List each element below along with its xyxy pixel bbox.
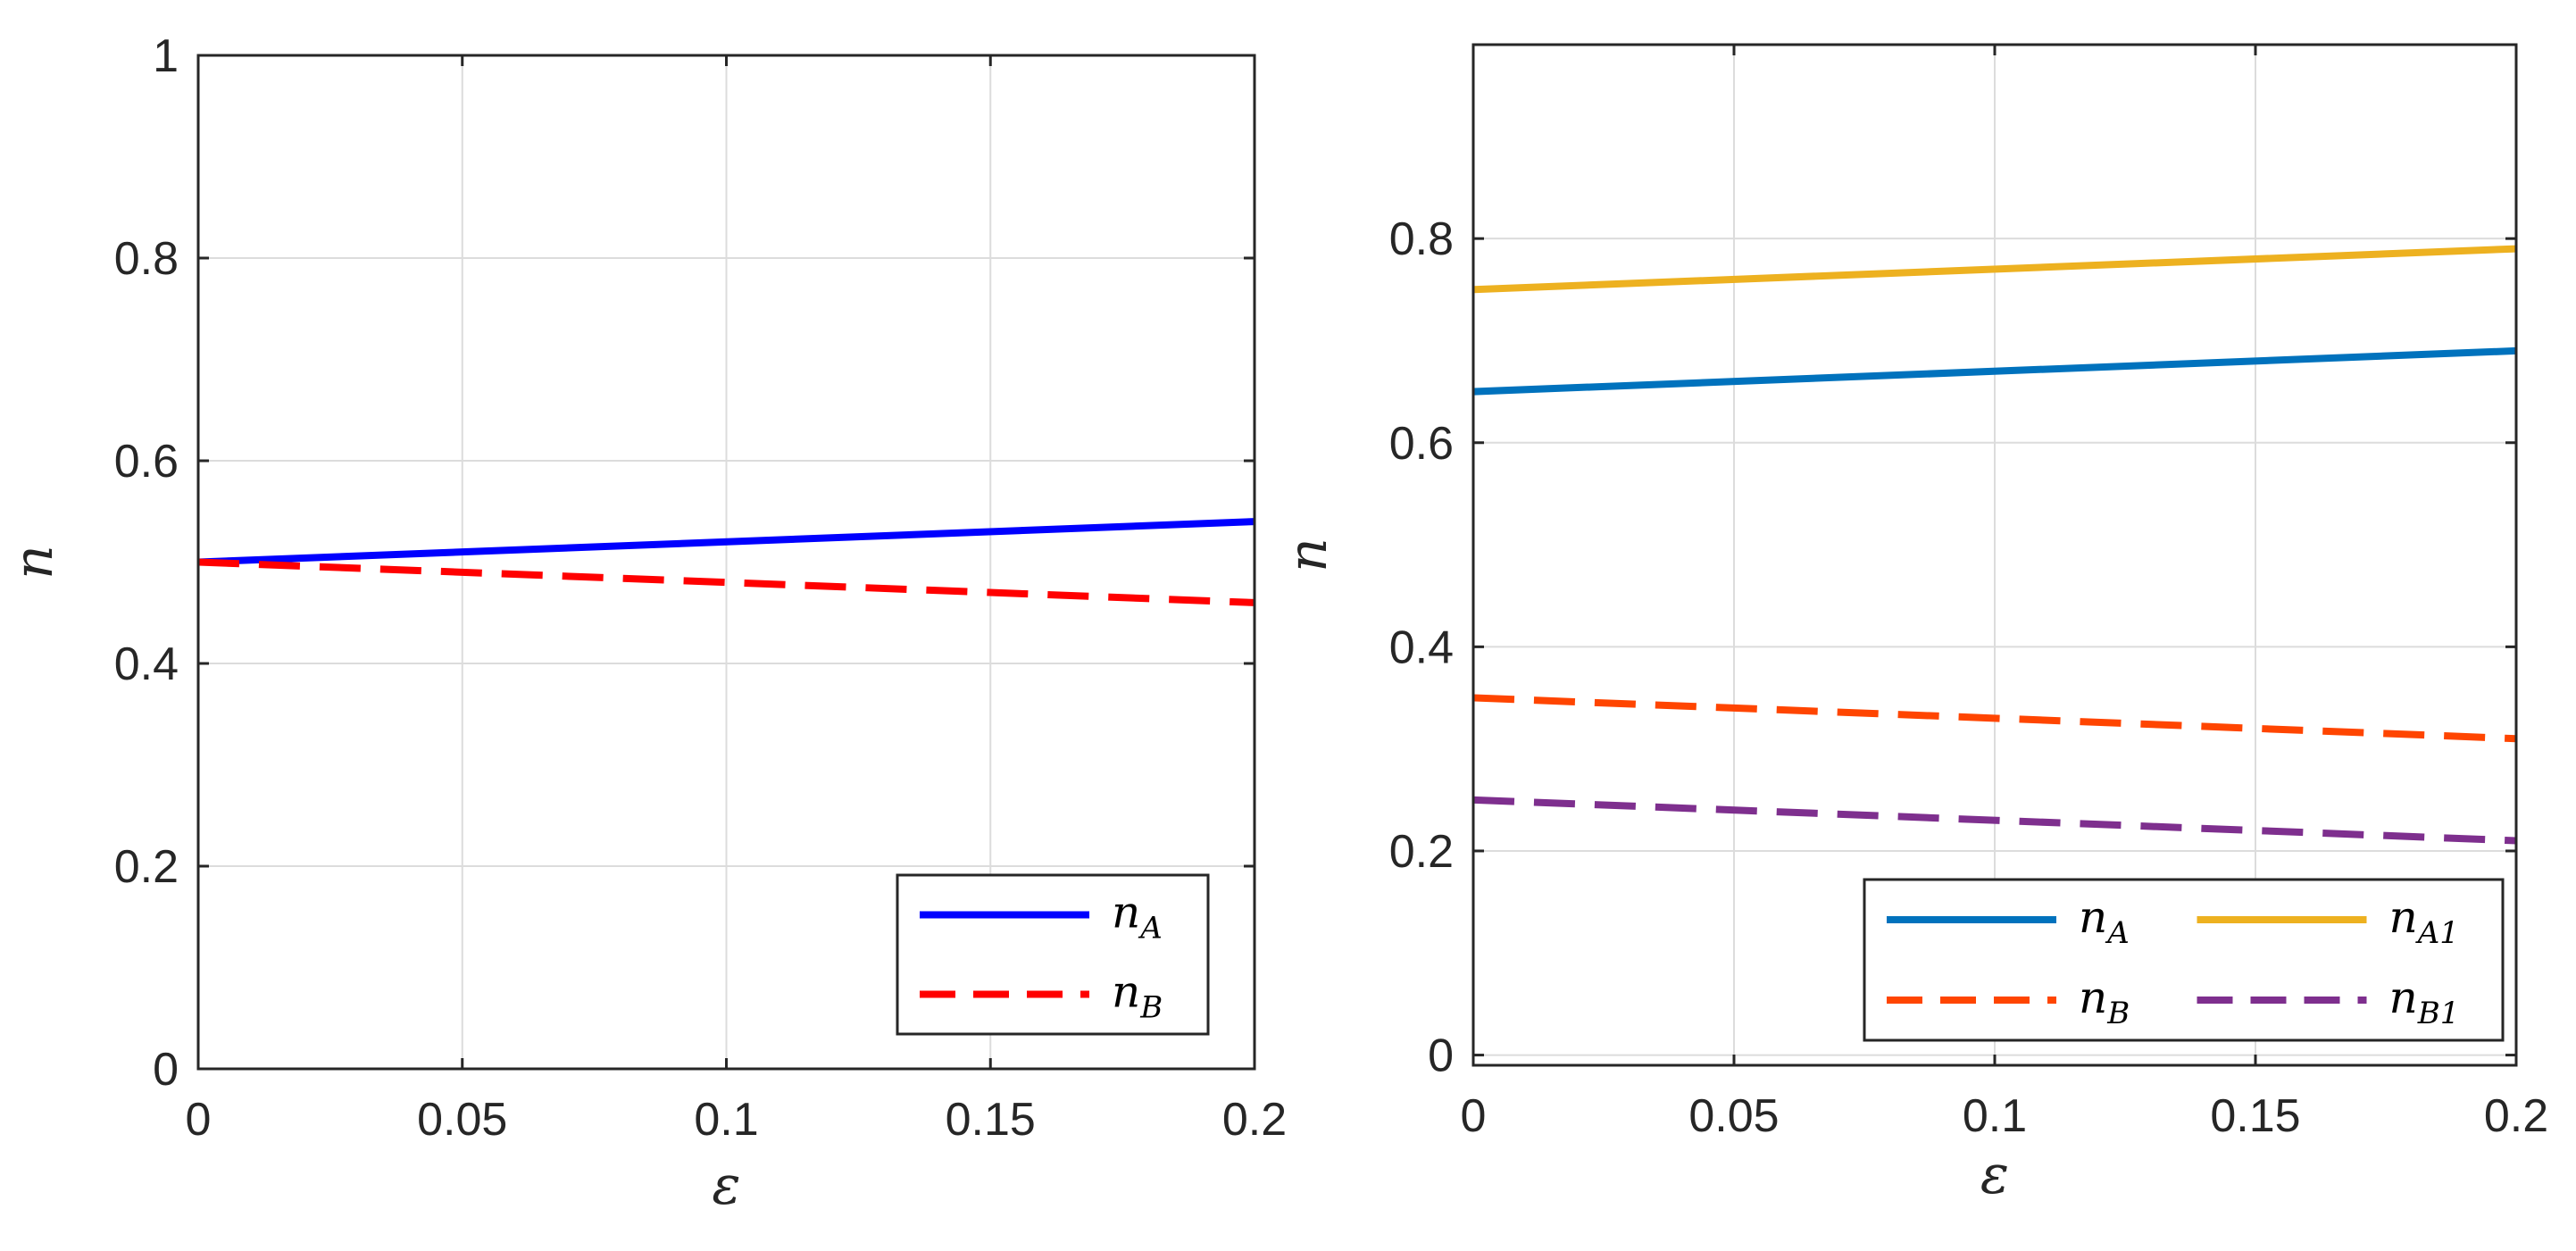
x-tick-label: 0.2 — [1222, 1094, 1287, 1146]
y-tick-label: 0.2 — [114, 841, 179, 893]
legend-label-base: n — [2389, 972, 2418, 1023]
legend-label-n-a: nA — [1112, 887, 1163, 947]
legend-label-base: n — [2079, 891, 2107, 943]
y-axis-label: n — [3, 545, 65, 580]
x-tick-label: 0.05 — [417, 1094, 507, 1146]
legend-label-subscript: B — [2106, 996, 2130, 1031]
y-tick-label: 0 — [153, 1044, 179, 1096]
legend-box — [896, 873, 1210, 1036]
series-line-n-b1 — [1472, 796, 2517, 845]
legend-label-subscript: B — [1139, 990, 1163, 1026]
x-tick-label: 0.2 — [2484, 1090, 2548, 1142]
y-tick-label: 0.4 — [1389, 621, 1454, 673]
y-tick-label: 0.2 — [1389, 826, 1454, 878]
axes-frame — [1471, 43, 2518, 1067]
legend-label-base: n — [2389, 891, 2418, 943]
x-tick-label: 0.1 — [1963, 1090, 2027, 1142]
y-tick-label: 0.6 — [114, 436, 179, 488]
y-tick-label: 0 — [1428, 1030, 1454, 1082]
legend-label-n-b: nB — [2079, 972, 2130, 1031]
legend-label-n-b: nB — [1112, 966, 1163, 1026]
legend-box — [1863, 878, 2505, 1042]
x-tick-label: 0 — [186, 1094, 212, 1146]
legend-label-base: n — [2079, 972, 2107, 1023]
legend-label-n-a1: nA1 — [2389, 891, 2459, 951]
axes-frame — [196, 54, 1256, 1071]
y-tick-label: 0.8 — [1389, 213, 1454, 265]
y-tick-label: 1 — [153, 30, 179, 82]
legend-label-subscript: A1 — [2415, 915, 2459, 951]
legend-label-subscript: B1 — [2417, 996, 2460, 1031]
legend-label-n-a: nA — [2079, 891, 2130, 951]
legend-label-subscript: A — [2105, 915, 2130, 951]
legend-label-base: n — [1112, 966, 1140, 1018]
series-line-n-b — [197, 558, 1255, 606]
x-tick-label: 0.15 — [946, 1094, 1036, 1146]
y-tick-label: 0.8 — [114, 233, 179, 285]
x-axis-label: ε — [712, 1155, 740, 1217]
series-line-n-a1 — [1472, 245, 2517, 294]
y-tick-label: 0.4 — [114, 638, 179, 690]
legend-label-base: n — [1112, 887, 1140, 938]
series-line-n-a — [197, 518, 1255, 566]
legend-label-n-b1: nB1 — [2389, 972, 2460, 1031]
y-tick-label: 0.6 — [1389, 418, 1454, 470]
series-line-n-a — [1472, 346, 2517, 396]
y-axis-label: n — [1277, 538, 1339, 572]
x-tick-label: 0.1 — [694, 1094, 758, 1146]
x-tick-label: 0 — [1461, 1090, 1487, 1142]
legend-label-subscript: A — [1138, 911, 1163, 947]
x-tick-label: 0.15 — [2210, 1090, 2300, 1142]
x-axis-label: ε — [1980, 1144, 2009, 1206]
x-tick-label: 0.05 — [1688, 1090, 1779, 1142]
series-line-n-b — [1472, 694, 2517, 743]
